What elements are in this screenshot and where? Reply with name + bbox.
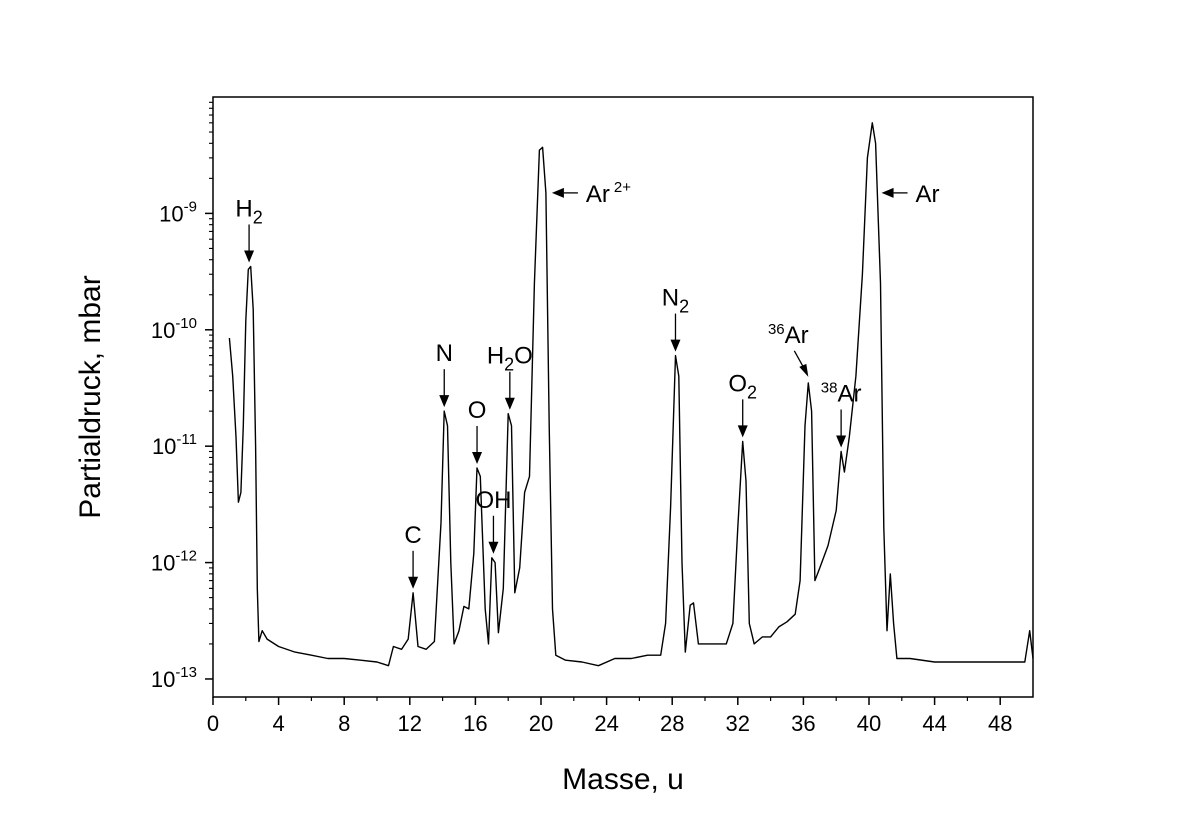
peak-symbol: N [662,285,679,312]
peak-subscript: 2 [747,382,757,402]
x-axis-title: Masse, u [562,763,684,796]
y-tick-exponent: -9 [184,198,197,215]
peak-symbol: Ar [785,322,809,349]
y-tick-label: 10-13 [151,664,197,692]
peak-arrowhead [799,363,809,377]
x-tick-label: 24 [594,711,618,736]
y-tick-exponent: -12 [175,548,197,565]
peak-symbol: Ar [837,381,861,408]
x-tick-label: 40 [857,711,881,736]
peak-arrowhead [836,435,847,448]
x-tick-label: 12 [398,711,422,736]
peak-arrowhead [408,576,419,589]
y-tick-exponent: -13 [175,664,197,681]
x-tick-label: 8 [338,711,350,736]
peak-arrowhead [670,339,681,352]
isotope-number: 36 [768,321,785,338]
peak-symbol: OH [475,487,511,514]
peak-subscript: 2 [679,297,689,317]
peak-symbol: C [404,522,421,549]
x-tick-label: 4 [272,711,284,736]
x-tick-label: 20 [529,711,553,736]
peak-label-8: O2 [728,370,757,402]
y-tick-exponent: -11 [176,431,197,448]
peak-symbol: Ar [916,181,940,208]
x-tick-label: 36 [791,711,815,736]
peak-arrowhead [504,397,515,410]
peak-arrowhead [881,187,894,198]
peak-label-11: Ar [916,181,940,208]
peak-symbol: O [728,370,747,397]
y-tick-label: 10-9 [159,198,197,226]
peak-arrowhead [244,250,255,263]
peak-label-7: N2 [662,285,689,317]
peak-label-0: H2 [235,195,262,227]
y-tick-base: 10 [151,318,175,343]
peak-label-3: O [468,397,487,424]
x-tick-label: 48 [988,711,1012,736]
peak-symbol: N [436,340,453,367]
peak-label-5: H2O [487,343,533,375]
spectrum-line [228,122,1034,667]
peak-subscript: 2 [253,207,263,227]
y-tick-base: 10 [151,551,175,576]
x-tick-label: 28 [660,711,684,736]
x-axis-ticks: 0 4 8 12 16 20 24 28 32 36 40 44 48 [207,697,1012,736]
y-tick-label: 10-10 [151,315,197,343]
x-tick-label: 16 [463,711,487,736]
y-tick-base: 10 [151,667,175,692]
peak-label-9: 36Ar [768,321,809,349]
peak-arrowhead [439,395,450,408]
isotope-number: 38 [821,380,838,397]
y-tick-label: 10-11 [152,431,197,459]
peak-arrowhead [472,451,483,464]
x-tick-label: 44 [922,711,946,736]
peak-charge: 2+ [614,179,631,196]
peak-arrowhead [551,187,564,198]
peak-label-4: OH [475,487,511,514]
peak-subscript: 2 [504,355,514,375]
peak-symbol: Ar [586,181,610,208]
peak-arrowhead [737,425,748,438]
y-axis-title: Partialdruck, mbar [74,275,107,518]
peak-symbol: O [468,397,487,424]
peak-label-1: C [404,522,421,549]
peak-symbol: H [235,195,252,222]
y-tick-base: 10 [159,201,183,226]
x-tick-label: 32 [726,711,750,736]
y-tick-exponent: -10 [175,315,197,332]
peak-label-2: N [436,340,453,367]
y-tick-label: 10-12 [151,548,197,576]
y-tick-base: 10 [152,434,176,459]
peak-symbol: H [487,343,504,370]
x-tick-label: 0 [207,711,219,736]
peak-arrowhead [488,541,499,554]
peak-label-6: Ar 2+ [586,179,631,208]
plot-frame [212,96,1034,698]
peak-label-10: 38Ar [821,380,862,408]
peak-symbol-suffix: O [514,343,533,370]
